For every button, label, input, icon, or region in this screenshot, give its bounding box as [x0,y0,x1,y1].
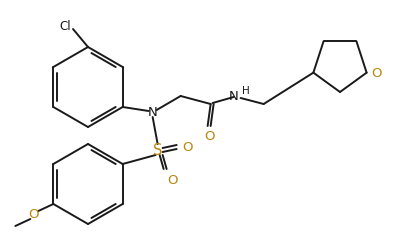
Text: O: O [183,141,193,154]
Text: N: N [229,90,239,103]
Text: O: O [204,130,215,143]
Text: O: O [372,67,382,80]
Text: O: O [28,208,39,220]
Text: S: S [153,143,162,158]
Text: Cl: Cl [59,20,71,32]
Text: N: N [148,106,158,119]
Text: O: O [168,174,178,187]
Text: H: H [242,86,250,96]
